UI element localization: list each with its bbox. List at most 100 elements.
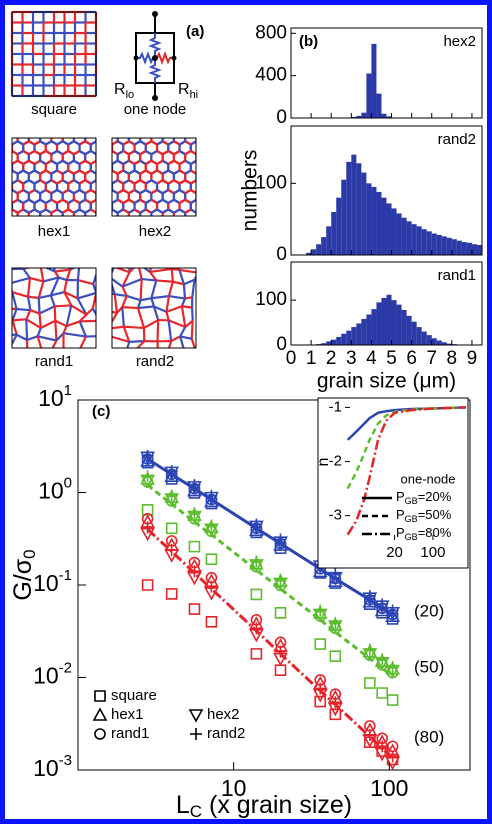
network-edge: [22, 150, 30, 156]
network-edge: [156, 140, 164, 146]
network-edge: [84, 169, 92, 175]
data-point: [141, 470, 154, 483]
network-edge: [170, 268, 174, 282]
network-edge: [190, 140, 196, 146]
histogram-bar: [376, 191, 382, 255]
network-edge: [117, 169, 124, 175]
network-edge: [50, 290, 65, 297]
network-edge: [54, 304, 72, 308]
network-edge: [90, 198, 96, 204]
data-point: [385, 608, 400, 622]
y-tick-label: 101: [38, 382, 72, 411]
network-edge: [62, 169, 69, 175]
network-edge: [69, 268, 76, 271]
network-edge: [84, 189, 92, 195]
histogram-label: hex2: [443, 33, 476, 50]
data-point: [140, 453, 155, 467]
network-edge: [73, 208, 81, 214]
network-edge: [133, 189, 141, 195]
network-edge: [73, 150, 81, 156]
network-edge: [58, 276, 68, 282]
network-edge: [12, 334, 18, 347]
network-edge: [62, 208, 69, 214]
histogram-bar: [391, 208, 397, 255]
data-point: [250, 614, 263, 626]
network-edge: [178, 179, 186, 185]
network-edge: [150, 179, 158, 185]
network-edge: [50, 169, 58, 175]
data-point: [165, 489, 178, 502]
data-point: [274, 636, 287, 649]
network-edge: [50, 159, 58, 165]
network-edge: [150, 140, 158, 146]
network-edge: [26, 296, 32, 311]
data-point: [188, 565, 201, 578]
network-edge: [150, 208, 158, 214]
network-edge: [50, 179, 58, 185]
network-edge: [22, 169, 30, 175]
network-edge: [117, 159, 124, 165]
network-edge: [191, 307, 194, 321]
network-edge: [22, 159, 30, 165]
network-edge: [190, 150, 196, 156]
network-frame: [111, 137, 197, 217]
network-edge: [190, 189, 196, 195]
x-axis-label-part: L: [176, 791, 190, 819]
y-tick-label: 400: [255, 65, 287, 86]
network-edge: [149, 271, 158, 282]
network-edge: [39, 159, 47, 165]
network-edge: [145, 150, 152, 156]
network-edge: [56, 159, 64, 165]
legend-label: hex1: [111, 706, 144, 723]
x-tick-label: 100: [370, 775, 408, 801]
y-tick-label: 100: [38, 474, 72, 503]
data-point: [205, 580, 218, 593]
legend-label-part: =20%: [418, 489, 452, 504]
panel-label: (c): [92, 403, 110, 420]
network-edge: [156, 179, 164, 185]
network-edge: [178, 140, 186, 146]
network-edge: [122, 306, 139, 310]
x-tick-label: 5: [386, 348, 397, 369]
resistor-label: Rlo: [114, 81, 134, 101]
network-edge: [145, 159, 152, 165]
data-point: [187, 482, 202, 497]
network-edge: [142, 268, 151, 273]
network-edge: [167, 208, 175, 214]
network-edge: [184, 179, 192, 185]
network-edge: [84, 179, 92, 185]
network-edge: [56, 189, 64, 195]
histogram-bar: [341, 179, 347, 255]
data-point: [364, 649, 376, 661]
network-edge: [112, 140, 119, 146]
network-edge: [181, 305, 193, 309]
network-edge: [56, 179, 64, 185]
network-edge: [162, 189, 169, 195]
network-edge: [45, 159, 52, 165]
network-edge: [190, 320, 194, 339]
network-edge: [62, 159, 69, 165]
data-point: [314, 604, 327, 617]
network-edge: [84, 198, 92, 204]
network-edge: [167, 140, 175, 146]
network-edge: [167, 189, 175, 195]
histogram-bar: [431, 233, 437, 255]
data-point: [141, 513, 154, 525]
histogram-bar: [361, 172, 367, 255]
network-edge: [17, 189, 24, 195]
data-point: [205, 616, 218, 628]
network-edge: [112, 179, 119, 185]
x-axis-label: grain size (μm): [317, 370, 456, 393]
data-point: [250, 555, 263, 568]
network-edge: [139, 208, 147, 214]
network-edge: [150, 189, 158, 195]
network-edge: [12, 318, 27, 322]
histogram-bar: [441, 342, 447, 345]
network-edge: [33, 169, 41, 175]
legend-title: one-node: [401, 471, 456, 486]
data-point: [165, 465, 178, 478]
histogram-bar: [386, 203, 392, 255]
histogram-bar: [381, 297, 387, 345]
histogram-bar: [396, 213, 402, 255]
x-tick-label: 1: [306, 348, 317, 369]
